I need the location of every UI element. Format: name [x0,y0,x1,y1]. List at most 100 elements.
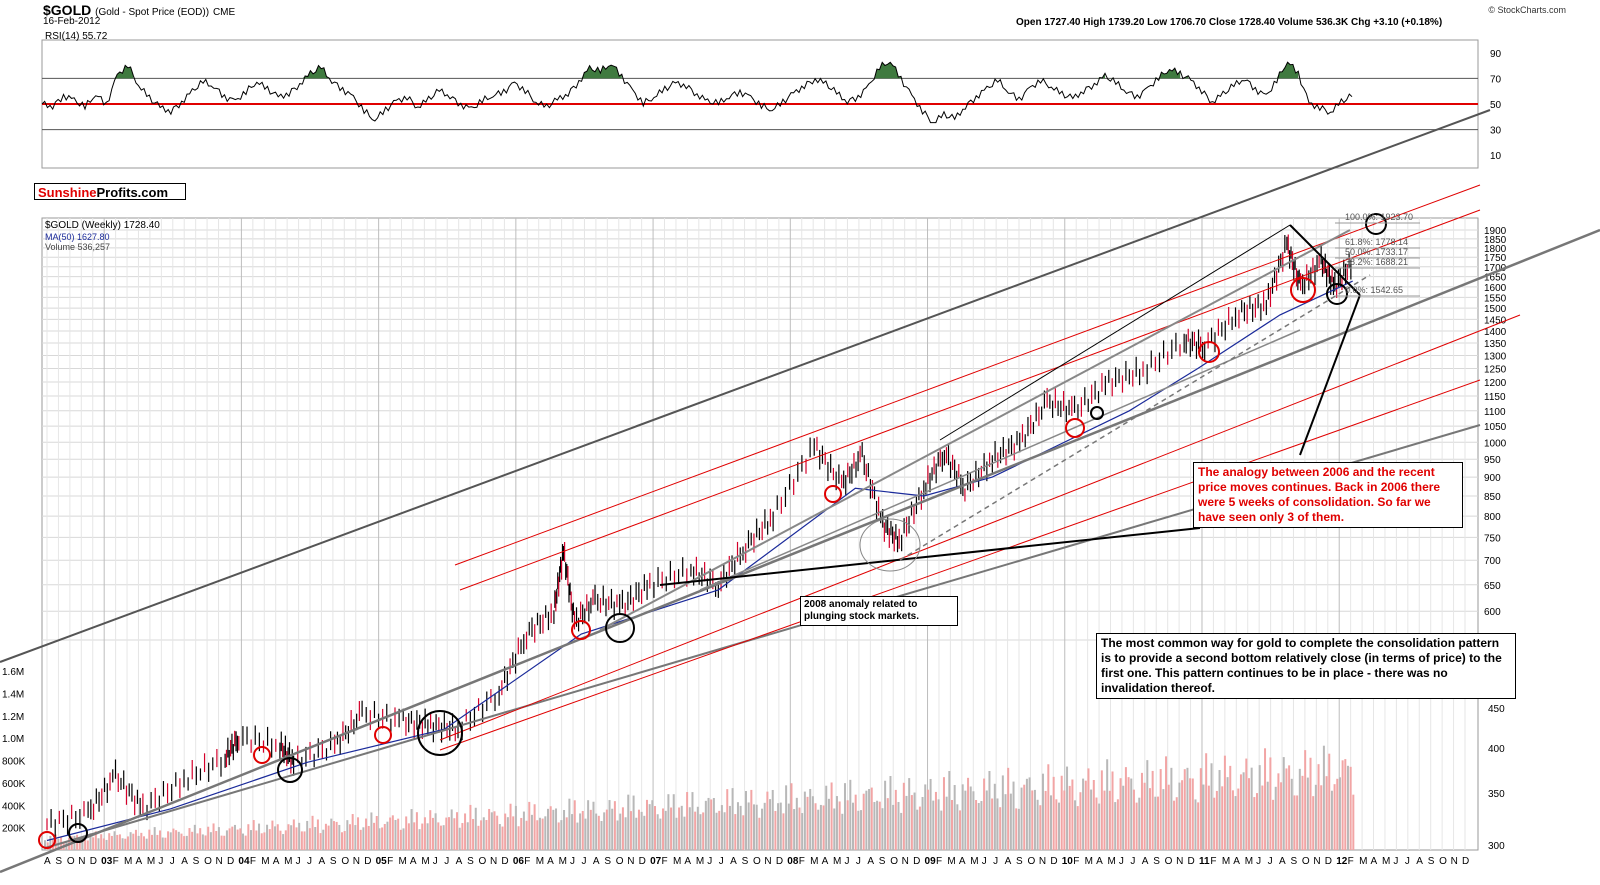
volume-bar [1242,772,1245,850]
x-tick-label: D [1050,856,1057,867]
volume-bar [327,825,330,850]
volume-bar [247,824,250,850]
volume-bar [565,817,568,850]
analogy-note: The analogy between 2006 and the recent … [1193,462,1463,528]
x-tick-label: S [1153,856,1160,867]
volume-bar [423,817,426,850]
volume-bar [295,827,298,850]
volume-bar [613,801,616,850]
volume-bar [266,824,269,850]
volume-bar [282,834,285,850]
volume-bar [1239,774,1242,850]
x-tick-label: F [936,856,942,867]
volume-bar [969,786,972,850]
volume-bar [659,818,662,850]
annotation-circle [571,620,591,640]
volume-bar [549,806,552,850]
volume-bar [105,839,108,850]
volume-bar [1090,789,1093,850]
x-tick-label: A [410,856,417,867]
volume-bar [1264,748,1267,850]
x-tick-label: A [959,856,966,867]
volume-bar [710,799,713,850]
volume-bar [185,835,188,850]
volume-bar [704,800,707,850]
volume-bar [1058,802,1061,850]
volume-bar [632,795,635,850]
volume-bar [680,805,683,850]
x-tick-label: S [742,856,749,867]
annotation-circle [374,726,392,744]
volume-bar [595,813,598,850]
volume-bar [975,800,978,850]
trend-lines: 100.0%: 1923.70 61.8%: 1778.1450.0%: 1733… [0,109,1600,874]
price-tick-label: 1550 [1484,293,1507,304]
volume-bar [718,810,721,850]
exchange: CME [212,7,236,18]
volume-bar [1111,771,1114,850]
volume-bar [983,778,986,850]
rsi-label: RSI(14) 55.72 [45,31,108,42]
volume-bar [129,832,132,850]
x-tick-label: 09 [925,856,937,867]
price-tick-label: 700 [1484,556,1501,567]
volume-bar [212,823,215,850]
volume-bar [466,822,469,850]
ma50-line [46,280,1353,842]
annotation-circle [38,831,56,849]
volume-bar [1322,745,1325,850]
annotation-circle [277,757,303,783]
volume-bar [787,803,790,850]
x-tick-label: M [559,856,567,867]
volume-bar [747,802,750,850]
volume-bar [346,820,349,850]
x-tick-label: M [421,856,429,867]
volume-bar [201,834,204,850]
volume-bar [362,827,365,850]
x-tick-label: N [1039,856,1046,867]
price-tick-label: 1850 [1484,235,1507,246]
x-tick-label: J [844,856,849,867]
volume-bar [244,835,247,850]
volume-bar [78,838,81,850]
volume-bar [1202,784,1205,850]
volume-bar [1229,765,1232,850]
price-tick-label: 850 [1484,492,1501,503]
volume-bar [156,834,159,850]
volume-bar [608,800,611,850]
annotation-circle [417,710,463,756]
volume-bar [916,809,919,850]
volume-bar [391,815,394,850]
volume-bar [311,815,314,850]
x-tick-label: 03 [101,856,113,867]
volume-bar [592,801,595,850]
x-tick-label: J [1130,856,1135,867]
price-tick-label: 600 [1484,607,1501,618]
volume-bar [726,789,729,850]
volume-bar [402,828,405,850]
x-tick-label: J [982,856,987,867]
volume-bar [340,832,343,850]
volume-bar [1122,785,1125,850]
volume-bar [375,816,378,850]
volume-bar [672,794,675,850]
volume-bar [731,788,734,850]
volume-bar [290,825,293,850]
volume-bar [1285,768,1288,850]
volume-bar [1253,797,1256,850]
volume-bar [84,838,87,850]
x-tick-label: O [204,856,212,867]
price-tick-label: 650 [1484,581,1501,592]
volume-bar [667,794,670,850]
volume-bar [1215,790,1218,850]
volume-bar [223,835,226,850]
volume-bar [177,831,180,850]
x-tick-label: O [1165,856,1173,867]
price-tick-label: 1500 [1484,304,1507,315]
volume-bar [635,817,638,850]
x-tick-label: S [1428,856,1435,867]
volume-bar [950,799,953,850]
volume-bar [1309,757,1312,850]
volume-bar [616,820,619,850]
volume-bar [448,817,451,850]
